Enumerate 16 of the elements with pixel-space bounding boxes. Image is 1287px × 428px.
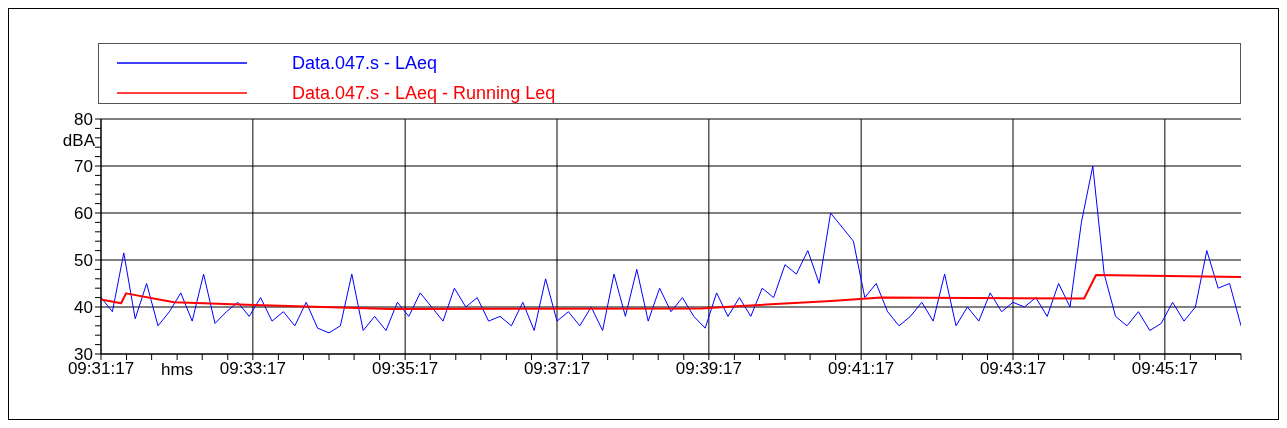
- y-axis-title: dBA: [62, 131, 96, 150]
- x-tick-label: 09:43:17: [979, 359, 1047, 379]
- x-tick-label: 09:41:17: [828, 359, 895, 379]
- x-tick-label: 09:45:17: [1131, 359, 1198, 379]
- text: Data.047.s - LAeq - Running Leq: [292, 82, 556, 104]
- y-tick-label: 80: [74, 110, 93, 130]
- x-tick-label: 09:33:17: [219, 359, 286, 379]
- x-tick-label: 09:39:17: [675, 359, 742, 379]
- text: Data.047.s - LAeq: [292, 52, 438, 74]
- x-axis-title: hms: [161, 360, 194, 379]
- y-tick-label: 70: [74, 157, 93, 177]
- y-tick-label: 40: [74, 298, 93, 318]
- y-tick-label: 60: [74, 204, 93, 224]
- y-tick-label: 50: [74, 251, 93, 271]
- x-tick-label: 09:35:17: [372, 359, 439, 379]
- x-tick-label: 09:37:17: [523, 359, 591, 379]
